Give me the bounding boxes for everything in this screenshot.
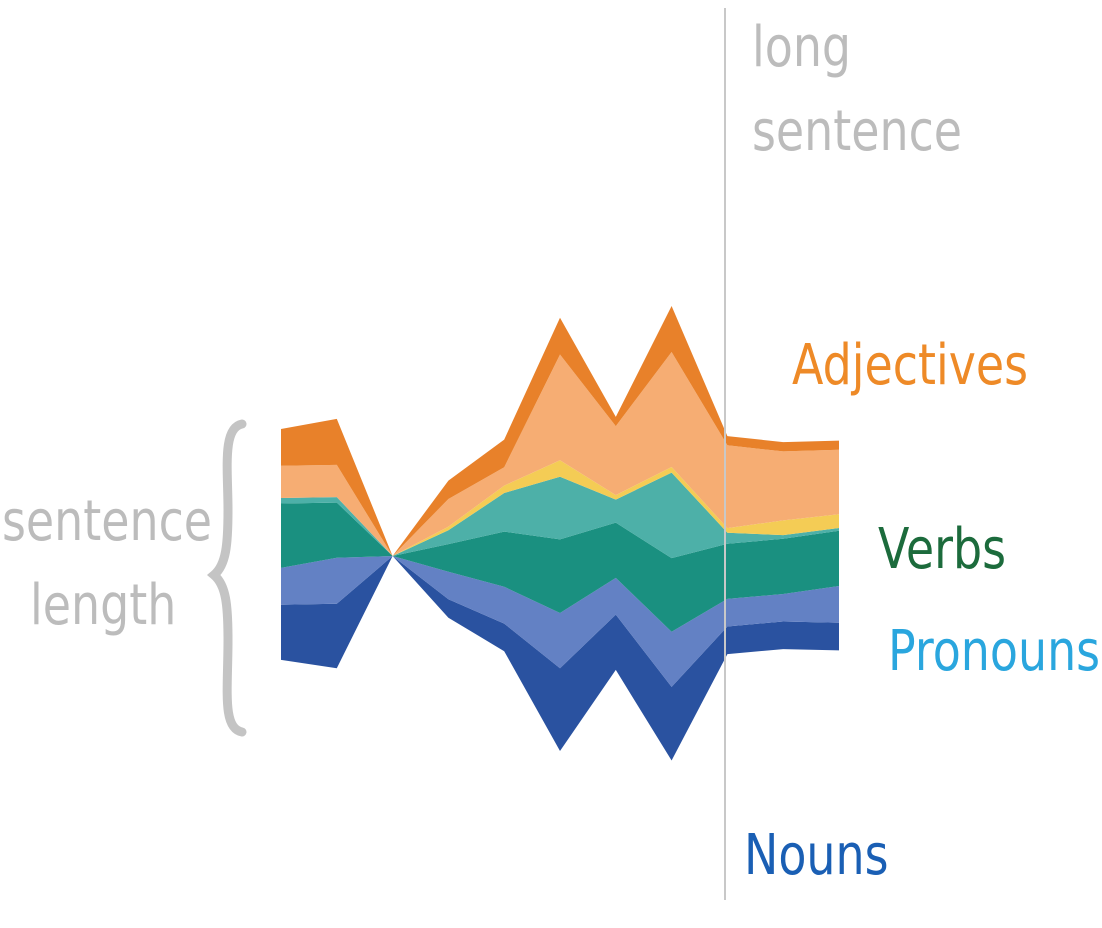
stream-layer-adjectives	[281, 352, 839, 556]
sentence-length-label-line2: length	[30, 573, 176, 639]
sentence-length-label-line1: sentence	[2, 489, 212, 555]
stream-layer-pronouns	[281, 556, 839, 687]
long-sentence-label-line1: long	[752, 15, 851, 81]
legend-label-pronouns: Pronouns	[888, 619, 1100, 685]
long-sentence-label-line2: sentence	[752, 99, 962, 165]
legend-label-adjectives: Adjectives	[792, 333, 1028, 399]
stream-layer-band-3	[281, 472, 839, 559]
legend-label-verbs: Verbs	[878, 517, 1006, 583]
legend-label-nouns: Nouns	[744, 823, 889, 889]
stream-layer-nouns	[281, 556, 839, 761]
stream-layer-verbs	[281, 502, 839, 632]
sentence-length-brace	[206, 419, 247, 737]
stream-layers	[281, 306, 839, 761]
